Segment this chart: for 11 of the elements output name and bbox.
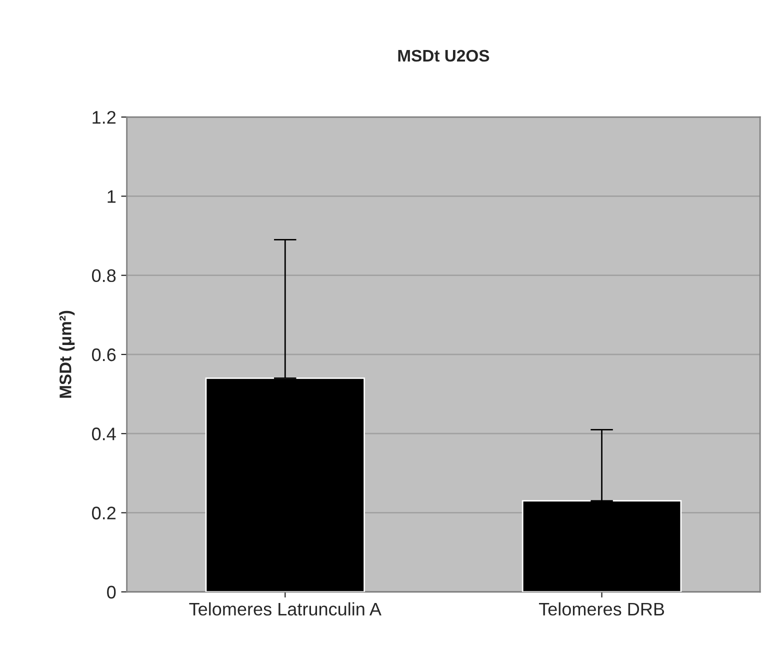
y-tick-label: 0.4 [92, 428, 116, 440]
x-tick-label: Telomeres DRB [538, 602, 664, 616]
y-tick-label: 0.6 [92, 348, 116, 362]
y-tick-label: 0.2 [92, 506, 116, 520]
chart-title: MSDt U2OS [398, 50, 490, 62]
y-tick-label: 0.8 [92, 269, 116, 282]
x-tick-label: Telomeres Latrunculin A [189, 602, 382, 616]
y-tick-label: 1.2 [92, 111, 116, 124]
y-tick-label: 0 [107, 586, 116, 599]
y-tick-label: 1 [108, 190, 116, 203]
y-axis-title: MSDt (μm²) [59, 310, 75, 398]
